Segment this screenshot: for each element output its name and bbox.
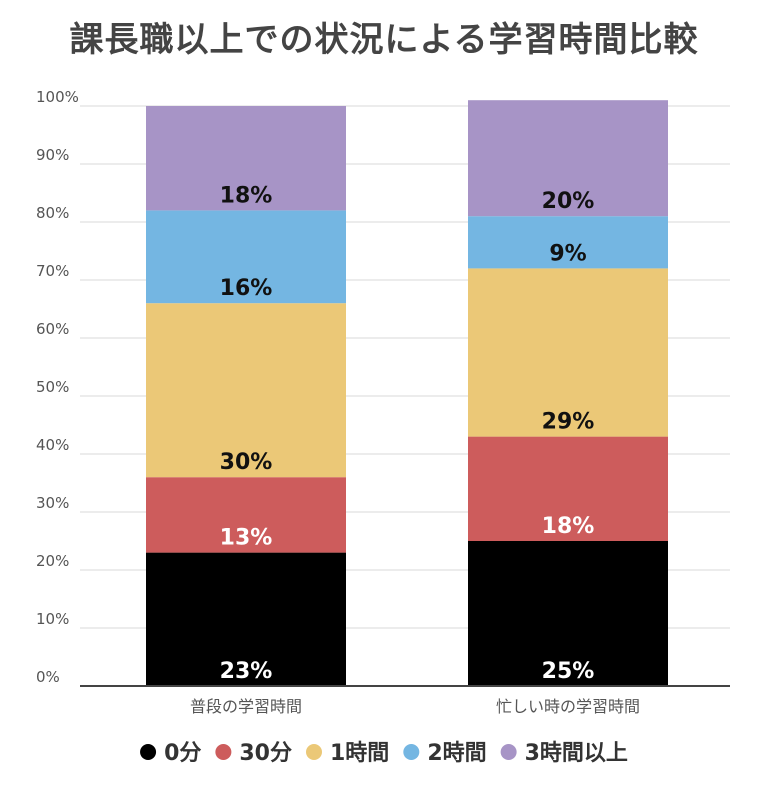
y-tick-label: 70% (36, 262, 69, 280)
legend-label: 3時間以上 (525, 741, 628, 766)
data-label: 30% (220, 450, 273, 475)
y-tick-label: 20% (36, 552, 69, 570)
bar-segment (468, 100, 668, 217)
x-tick-label: 普段の学習時間 (190, 697, 302, 716)
legend-marker (140, 744, 157, 760)
legend-marker (215, 744, 232, 760)
data-label: 16% (220, 276, 273, 301)
data-label: 23% (220, 659, 273, 684)
y-tick-label: 30% (36, 494, 69, 512)
legend-marker (500, 744, 517, 760)
data-label: 25% (542, 659, 595, 684)
bar-segment (146, 106, 346, 211)
bar-segment (146, 210, 346, 304)
data-label: 18% (542, 514, 595, 539)
y-tick-label: 50% (36, 378, 69, 396)
data-label: 18% (220, 183, 273, 208)
y-tick-label: 100% (36, 88, 79, 106)
bar-segment (146, 303, 346, 478)
data-label: 13% (220, 526, 273, 551)
data-label: 20% (542, 189, 595, 214)
bar-segment (468, 541, 668, 686)
y-tick-label: 40% (36, 436, 69, 454)
bar-segment (468, 268, 668, 437)
bar-segment (468, 436, 668, 541)
legend-label: 0分 (164, 741, 201, 766)
legend-label: 2時間 (427, 741, 486, 766)
legend-marker (403, 744, 420, 760)
data-label: 9% (549, 241, 586, 266)
y-tick-label: 90% (36, 146, 69, 164)
y-tick-label: 10% (36, 610, 69, 628)
y-tick-label: 0% (36, 668, 60, 686)
bar-segment (146, 552, 346, 686)
x-tick-label: 忙しい時の学習時間 (496, 697, 640, 716)
chart-title: 課長職以上での状況による学習時間比較 (69, 20, 699, 60)
y-tick-label: 80% (36, 204, 69, 222)
legend-marker (306, 744, 322, 760)
legend-label: 30分 (239, 741, 292, 766)
legend-label: 1時間 (330, 741, 389, 766)
y-tick-label: 60% (36, 320, 69, 338)
bar-segment (146, 477, 346, 553)
data-label: 29% (542, 410, 595, 435)
bar-segment (468, 216, 668, 269)
